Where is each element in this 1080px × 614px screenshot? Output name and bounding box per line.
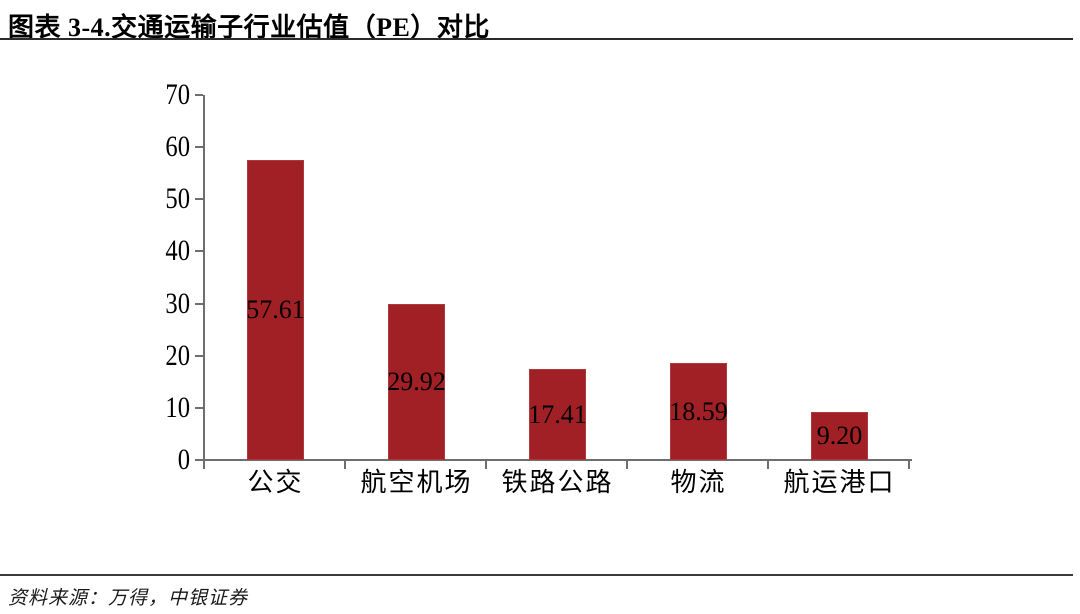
y-axis-tick-label: 30 [165, 286, 190, 320]
x-axis-tick [344, 461, 346, 469]
y-axis-tick-label: 50 [165, 182, 190, 216]
y-axis-tick [195, 459, 203, 461]
y-axis-tick [195, 198, 203, 201]
bar-value-label: 17.41 [528, 399, 587, 429]
y-axis-tick-label: 20 [165, 338, 190, 372]
x-axis-category-label: 铁路公路 [501, 468, 614, 497]
x-axis-category-label: 航运港口 [783, 468, 896, 497]
y-axis-tick-label: 10 [165, 390, 190, 424]
x-axis-tick [626, 461, 628, 469]
figure-title: 图表 3-4.交通运输子行业估值（PE）对比 [8, 13, 490, 42]
bar-航空机场 [388, 303, 445, 460]
y-axis-tick-label: 60 [165, 130, 190, 164]
x-axis-tick [908, 461, 910, 469]
x-axis-category-label: 航空机场 [360, 468, 473, 497]
bar-航运港口 [811, 412, 868, 460]
y-axis-tick-label: 70 [165, 78, 190, 111]
bar-物流 [670, 363, 727, 460]
footer-divider [0, 574, 1073, 576]
y-axis-line [203, 95, 205, 462]
pe-bar-chart: 0 10 20 30 40 50 60 70 57.61 公交 29.92 航空机场 17.41 铁路公路… [165, 78, 912, 497]
y-axis-tick [195, 406, 203, 409]
x-axis-category-label: 物流 [670, 468, 727, 497]
x-axis-line [203, 459, 912, 461]
y-axis-tick [195, 94, 203, 96]
source-note: 资料来源：万得，中银证券 [8, 588, 249, 609]
bar-value-label: 18.59 [669, 396, 728, 426]
bar-铁路公路 [529, 369, 586, 460]
y-axis-tick [195, 250, 203, 253]
x-axis-tick [767, 461, 769, 469]
y-axis-tick [195, 354, 203, 357]
x-axis-tick [485, 461, 487, 469]
bar-value-label: 57.61 [246, 294, 305, 324]
bar-公交 [247, 159, 304, 460]
x-axis-category-label: 公交 [247, 468, 304, 497]
y-axis-tick [195, 146, 203, 149]
bar-value-label: 9.20 [816, 421, 863, 450]
y-axis-tick-label: 0 [177, 443, 190, 476]
y-axis-tick [195, 302, 203, 305]
bar-value-label: 29.92 [387, 366, 446, 396]
x-axis-tick [203, 461, 205, 469]
title-divider [0, 38, 1073, 40]
y-axis-tick-label: 40 [165, 234, 190, 268]
